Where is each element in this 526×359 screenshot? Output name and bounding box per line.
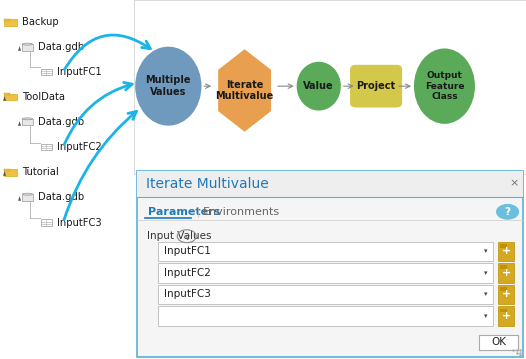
- Text: ▾: ▾: [484, 270, 488, 276]
- FancyBboxPatch shape: [498, 242, 514, 261]
- Text: ▾: ▾: [484, 292, 488, 297]
- FancyBboxPatch shape: [498, 306, 514, 326]
- Text: +: +: [501, 289, 511, 299]
- FancyBboxPatch shape: [4, 169, 10, 171]
- FancyBboxPatch shape: [22, 194, 33, 201]
- Text: ◄: ◄: [2, 170, 7, 175]
- Text: ▾: ▾: [484, 313, 488, 319]
- FancyBboxPatch shape: [4, 93, 10, 95]
- FancyBboxPatch shape: [4, 19, 17, 25]
- FancyBboxPatch shape: [22, 119, 33, 125]
- Text: Data.gdb: Data.gdb: [38, 192, 85, 202]
- Ellipse shape: [135, 47, 201, 126]
- FancyBboxPatch shape: [0, 0, 137, 359]
- Text: Iterate Multivalue: Iterate Multivalue: [146, 177, 269, 191]
- Text: InputFC2: InputFC2: [57, 142, 102, 152]
- FancyBboxPatch shape: [41, 219, 52, 226]
- FancyBboxPatch shape: [41, 144, 52, 150]
- Text: OK: OK: [491, 337, 506, 348]
- Text: InputFC1: InputFC1: [57, 67, 102, 77]
- FancyBboxPatch shape: [158, 242, 493, 261]
- FancyBboxPatch shape: [22, 44, 33, 51]
- Text: Project: Project: [357, 81, 396, 91]
- Polygon shape: [218, 49, 271, 132]
- Text: InputFC1: InputFC1: [164, 246, 211, 256]
- FancyBboxPatch shape: [158, 263, 493, 283]
- FancyBboxPatch shape: [350, 65, 402, 108]
- Text: ◄: ◄: [17, 45, 23, 50]
- Ellipse shape: [297, 62, 341, 111]
- Text: Backup: Backup: [22, 17, 59, 27]
- FancyBboxPatch shape: [498, 285, 514, 304]
- Text: ▾: ▾: [484, 248, 488, 254]
- Text: ◄: ◄: [17, 120, 23, 125]
- FancyBboxPatch shape: [500, 244, 507, 248]
- Text: Environments: Environments: [203, 207, 280, 217]
- Text: ◄: ◄: [17, 195, 23, 200]
- Text: Iterate
Multivalue: Iterate Multivalue: [216, 80, 274, 101]
- Text: ◄: ◄: [2, 94, 7, 99]
- FancyBboxPatch shape: [4, 94, 17, 100]
- Ellipse shape: [414, 48, 475, 124]
- FancyBboxPatch shape: [479, 335, 518, 350]
- Text: +: +: [501, 268, 511, 278]
- FancyBboxPatch shape: [4, 169, 17, 176]
- Text: |: |: [197, 206, 200, 217]
- FancyBboxPatch shape: [134, 0, 526, 174]
- Text: Output
Feature
Class: Output Feature Class: [424, 71, 464, 101]
- Text: +: +: [501, 246, 511, 256]
- FancyBboxPatch shape: [41, 69, 52, 75]
- Text: Parameters: Parameters: [148, 207, 220, 217]
- FancyBboxPatch shape: [500, 287, 507, 291]
- FancyBboxPatch shape: [498, 263, 514, 283]
- FancyBboxPatch shape: [137, 171, 523, 197]
- Text: ToolData: ToolData: [22, 92, 65, 102]
- Text: ?: ?: [504, 207, 511, 217]
- Text: Input Values: Input Values: [147, 231, 212, 241]
- FancyBboxPatch shape: [500, 308, 507, 312]
- FancyBboxPatch shape: [158, 285, 493, 304]
- Text: Multiple
Values: Multiple Values: [146, 75, 191, 97]
- Text: Data.gdb: Data.gdb: [38, 42, 85, 52]
- Ellipse shape: [22, 43, 33, 45]
- Text: Data.gdb: Data.gdb: [38, 117, 85, 127]
- FancyBboxPatch shape: [4, 19, 10, 20]
- Text: Tutorial: Tutorial: [22, 167, 59, 177]
- Text: InputFC2: InputFC2: [164, 268, 211, 278]
- FancyBboxPatch shape: [137, 171, 523, 357]
- Circle shape: [496, 204, 519, 220]
- FancyBboxPatch shape: [158, 306, 493, 326]
- FancyBboxPatch shape: [500, 265, 507, 269]
- Text: ∨: ∨: [184, 233, 189, 242]
- Text: +: +: [501, 311, 511, 321]
- Text: Value: Value: [304, 81, 334, 91]
- Text: InputFC3: InputFC3: [164, 289, 211, 299]
- Ellipse shape: [22, 193, 33, 195]
- Text: InputFC3: InputFC3: [57, 218, 102, 228]
- Text: ×: ×: [509, 179, 519, 189]
- Ellipse shape: [22, 118, 33, 120]
